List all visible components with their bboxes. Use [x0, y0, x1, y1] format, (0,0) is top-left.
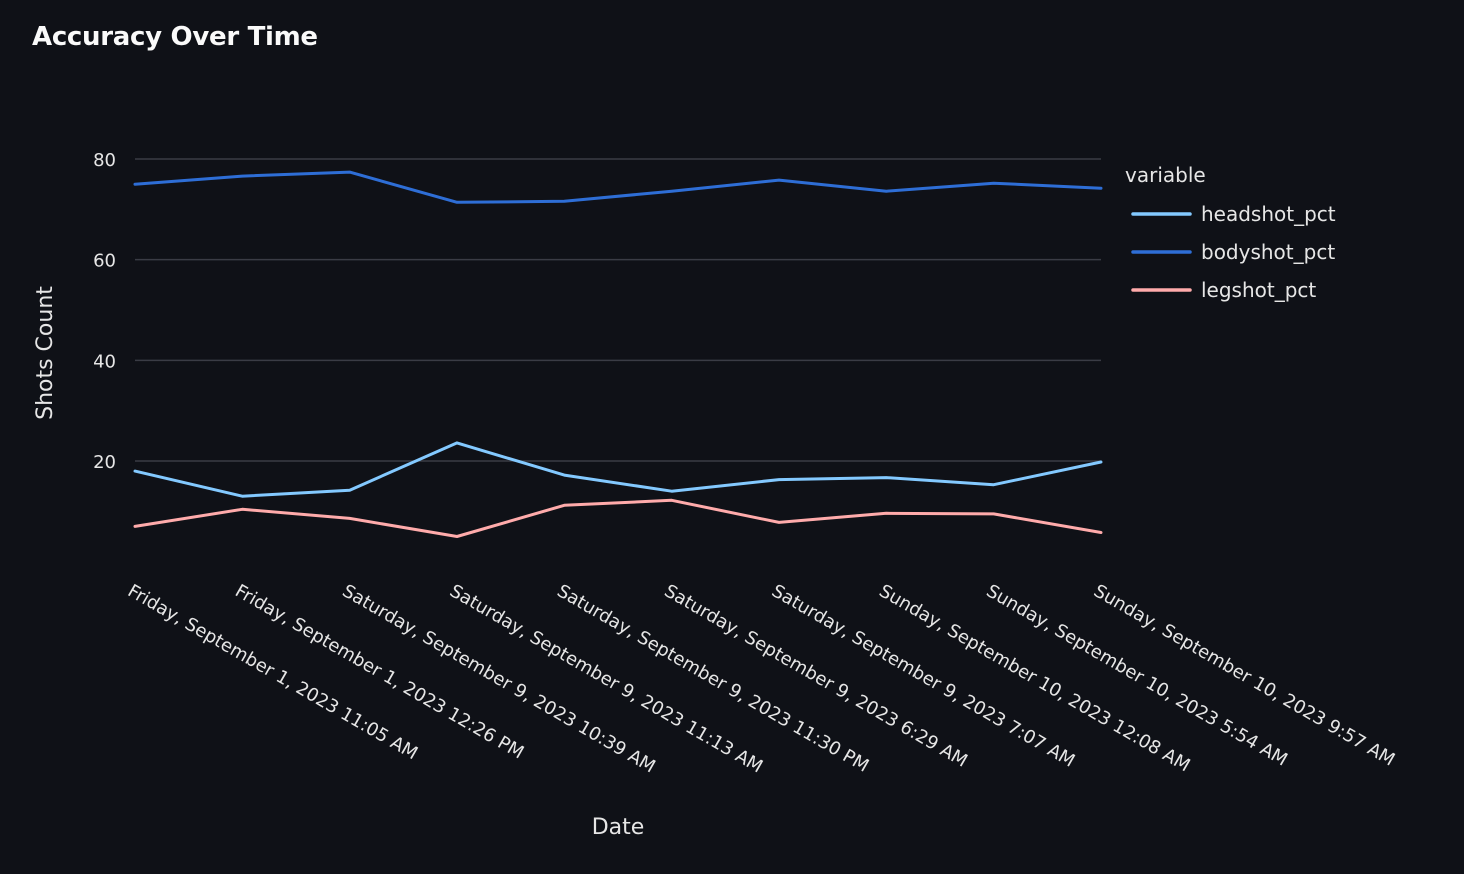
legend-title: variable	[1125, 163, 1206, 187]
x-axis-title: Date	[592, 815, 645, 840]
series-line-headshot_pct[interactable]	[133, 441, 1103, 498]
series-lines	[133, 170, 1103, 538]
y-tick-label: 40	[93, 351, 116, 372]
legend[interactable]: variable headshot_pct bodyshot_pctlegshot…	[1125, 163, 1336, 302]
y-tick-label: 80	[93, 150, 116, 171]
y-axis-ticks: 20 40 60 80	[93, 150, 116, 473]
y-tick-label: 20	[93, 452, 116, 473]
legend-label-bodyshot_pct[interactable]: bodyshot_pct	[1201, 240, 1335, 264]
y-axis-title: Shots Count	[33, 286, 58, 420]
page-title: Accuracy Over Time	[32, 22, 318, 52]
y-tick-label: 60	[93, 251, 116, 272]
legend-label-legshot_pct[interactable]: legshot_pct	[1201, 278, 1316, 302]
x-axis-ticks: Friday, September 1, 2023 11:05 AMFriday…	[124, 580, 1398, 777]
gridlines	[135, 158, 1101, 462]
series-line-bodyshot_pct[interactable]	[133, 170, 1103, 204]
legend-label-headshot_pct[interactable]: headshot_pct	[1201, 202, 1336, 226]
series-line-legshot_pct[interactable]	[133, 498, 1103, 538]
